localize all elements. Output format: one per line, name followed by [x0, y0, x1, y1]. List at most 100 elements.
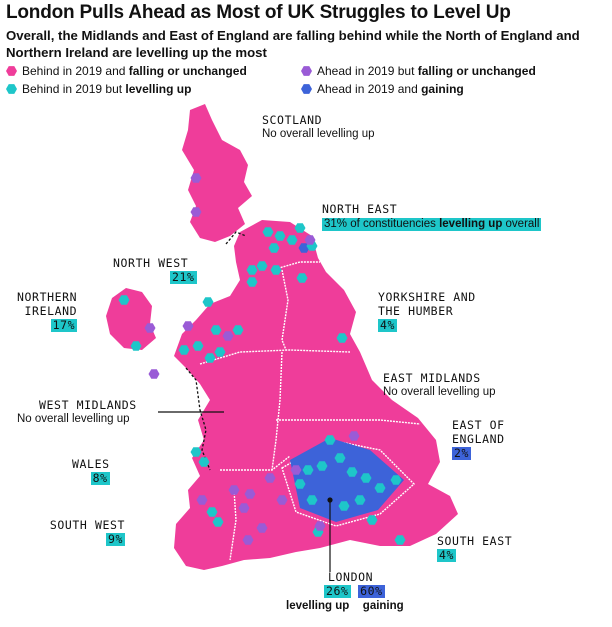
teal-hex-cell [324, 435, 336, 445]
east-of-england-name1: EAST OF [452, 418, 505, 432]
teal-hex-cell [306, 495, 318, 505]
yorkshire-name2: THE HUMBER [378, 304, 454, 318]
purple-hex-cell [244, 489, 256, 499]
teal-hex-cell [206, 507, 218, 517]
legend-item-purple: Ahead in 2019 but falling or unchanged [301, 64, 536, 78]
east-midlands-note: No overall levelling up [383, 386, 496, 398]
label-south-east: SOUTH EAST 4% [437, 534, 512, 562]
legend-item-pink: Behind in 2019 and falling or unchanged [6, 64, 247, 78]
north-east-note-pre: 31% of constituencies [324, 218, 440, 230]
purple-hex-cell [276, 495, 288, 505]
teal-hex-cell [334, 453, 346, 463]
purple-hex-cell [256, 523, 268, 533]
legend-item-teal: Behind in 2019 but levelling up [6, 82, 191, 96]
legend-purple-text: Ahead in 2019 but [317, 64, 418, 78]
label-east-of-england: EAST OF ENGLAND 2% [452, 418, 505, 460]
legend-purple-bold: falling or unchanged [417, 64, 536, 78]
north-west-pct: 21% [170, 270, 197, 284]
pink-hex-swatch-icon [6, 66, 17, 76]
scotland-name: SCOTLAND [262, 113, 323, 127]
east-of-england-pct: 2% [452, 446, 472, 460]
yorkshire-name1: YORKSHIRE AND [378, 290, 476, 304]
north-east-note-bold: levelling up [439, 218, 503, 230]
east-of-england-name2: ENGLAND [452, 432, 505, 446]
teal-hex-cell [354, 495, 366, 505]
south-west-boundary [229, 489, 237, 561]
purple-hex-cell [314, 521, 326, 531]
yorkshire-pct: 4% [378, 318, 398, 332]
teal-hex-cell [286, 235, 298, 245]
northern-ireland-name1: NORTHERN [17, 290, 78, 304]
northern-ireland-shape [106, 288, 156, 350]
blue-hex-swatch-icon [301, 84, 312, 94]
teal-hex-cell [210, 325, 222, 335]
teal-hex-cell [270, 265, 282, 275]
scotland-note: No overall levelling up [262, 128, 375, 140]
teal-hex-cell [294, 479, 306, 489]
south-west-name: SOUTH WEST [49, 518, 126, 532]
teal-hex-cell [130, 341, 142, 351]
teal-hex-cell [246, 265, 258, 275]
label-east-midlands: EAST MIDLANDS No overall levelling up [383, 371, 496, 399]
london-callout-dot [327, 497, 333, 503]
legend-teal-bold: levelling up [125, 82, 192, 96]
purple-hex-cell [222, 331, 234, 341]
uk-hex-map [106, 104, 458, 572]
purple-hex-cell [196, 495, 208, 505]
hex-cells [118, 173, 406, 545]
purple-hex-cell [238, 503, 250, 513]
chart-subtitle: Overall, the Midlands and East of Englan… [6, 28, 580, 60]
teal-hex-cell [296, 273, 308, 283]
teal-hex-cell [246, 277, 258, 287]
teal-hex-cell [360, 473, 372, 483]
london-shape [290, 438, 404, 522]
west-midlands-name: WEST MIDLANDS [39, 398, 137, 412]
purple-hex-cell [242, 535, 254, 545]
teal-hex-cell [190, 447, 202, 457]
legend-pink-bold: falling or unchanged [128, 64, 247, 78]
northern-ireland-name2: IRELAND [24, 304, 78, 318]
wales-name: WALES [72, 457, 110, 471]
label-northern-ireland: NORTHERN IRELAND 17% [17, 290, 78, 332]
purple-hex-swatch-icon [301, 66, 312, 76]
purple-hex-cell [348, 431, 360, 441]
teal-hex-cell [302, 465, 314, 475]
nw-yorks-boundary [281, 269, 289, 351]
wales-england-border [185, 367, 211, 471]
south-east-name: SOUTH EAST [437, 534, 513, 548]
northern-ireland-pct: 17% [50, 318, 78, 332]
north-east-note: 31% of constituencies levelling up overa… [322, 218, 542, 231]
label-north-east: NORTH EAST 31% of constituencies levelli… [322, 202, 542, 231]
teal-hex-cell [316, 461, 328, 471]
wales-pct: 8% [90, 471, 110, 485]
legend-blue-bold: gaining [421, 82, 464, 96]
london-label-levelling: levelling up [286, 600, 350, 612]
south-west-pct: 9% [106, 532, 126, 546]
scotland-england-border [225, 231, 247, 245]
teal-hex-cell [262, 227, 274, 237]
purple-hex-cell [190, 207, 202, 217]
teal-hex-swatch-icon [6, 84, 17, 94]
ne-boundary [271, 261, 320, 271]
teal-hex-cell [192, 341, 204, 351]
legend-pink-text: Behind in 2019 and [22, 64, 129, 78]
teal-hex-cell [212, 517, 224, 527]
north-west-name: NORTH WEST [113, 256, 189, 270]
purple-hex-cell [144, 323, 156, 333]
west-midlands-note: No overall levelling up [17, 413, 130, 425]
purple-hex-cell [290, 465, 302, 475]
purple-hex-cell [264, 473, 276, 483]
legend-item-blue: Ahead in 2019 and gaining [301, 82, 464, 96]
teal-hex-cell [204, 353, 216, 363]
london-pct-levelling: 26% [324, 584, 351, 598]
east-boundary [276, 419, 421, 425]
purple-hex-cell [228, 485, 240, 495]
north-east-note-post: overall [502, 218, 540, 230]
purple-hex-cell [304, 235, 316, 245]
label-scotland: SCOTLAND No overall levelling up [262, 113, 375, 141]
teal-hex-cell [338, 501, 350, 511]
teal-hex-cell [390, 475, 402, 485]
teal-hex-cell [256, 261, 268, 271]
label-west-midlands: WEST MIDLANDS No overall levelling up [17, 398, 137, 426]
national-borders [185, 231, 247, 471]
